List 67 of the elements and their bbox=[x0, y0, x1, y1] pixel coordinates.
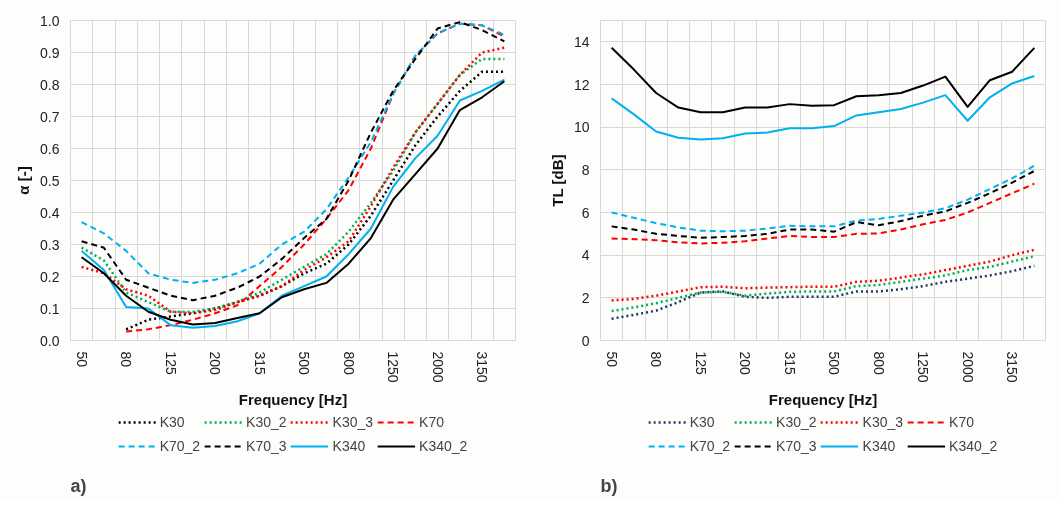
y-tick-label: 4 bbox=[581, 247, 590, 264]
y-tick-label: 0.3 bbox=[40, 236, 60, 253]
x-tick-label: 500 bbox=[296, 351, 313, 376]
x-tick-label: 200 bbox=[207, 351, 224, 376]
legend-label: K340 bbox=[332, 438, 366, 454]
x-tick-label: 2000 bbox=[959, 351, 976, 383]
x-tick-label: 125 bbox=[692, 351, 709, 376]
y-tick-label: 0.1 bbox=[40, 300, 60, 317]
legend-label: K30 bbox=[159, 414, 185, 430]
y-tick-label: 0.5 bbox=[40, 172, 60, 189]
line-series bbox=[610, 74, 1036, 141]
y-tick-label: 0.8 bbox=[40, 76, 60, 93]
y-tick-label: 0.7 bbox=[40, 108, 60, 125]
legend-label: K30_2 bbox=[246, 414, 287, 430]
y-tick-label: 0.2 bbox=[40, 268, 60, 285]
x-tick-label: 50 bbox=[603, 351, 620, 368]
y-axis-title: TL [dB] bbox=[548, 154, 566, 207]
y-tick-label: 0.9 bbox=[40, 44, 60, 61]
x-tick-label: 200 bbox=[737, 351, 754, 376]
x-axis-title: Frequency [Hz] bbox=[238, 390, 348, 408]
y-axis-title: α [-] bbox=[15, 166, 33, 195]
legend-label: K340_2 bbox=[419, 438, 468, 454]
y-tick-label: 2 bbox=[581, 289, 590, 306]
x-tick-label: 315 bbox=[251, 351, 268, 376]
legend-label: K70_3 bbox=[246, 438, 287, 454]
y-tick-label: 0.6 bbox=[40, 140, 60, 157]
x-axis-title: Frequency [Hz] bbox=[768, 390, 878, 408]
x-tick-label: 3150 bbox=[474, 351, 491, 383]
x-tick-label: 800 bbox=[870, 351, 887, 376]
legend-label: K70 bbox=[419, 414, 445, 430]
x-tick-label: 2000 bbox=[429, 351, 446, 383]
y-tick-label: 12 bbox=[573, 76, 590, 93]
legend-label: K30 bbox=[689, 414, 715, 430]
legend-label: K70_2 bbox=[689, 438, 731, 454]
legend-label: K30_3 bbox=[332, 414, 374, 430]
y-tick-label: 14 bbox=[573, 33, 590, 50]
x-tick-label: 50 bbox=[73, 351, 90, 368]
line-series bbox=[610, 182, 1036, 245]
x-tick-label: 80 bbox=[648, 351, 665, 368]
text: b) bbox=[600, 475, 618, 496]
legend-label: K70_3 bbox=[776, 438, 817, 454]
x-tick-label: 800 bbox=[340, 351, 357, 376]
legend-label: K30_2 bbox=[776, 414, 817, 430]
x-tick-label: 80 bbox=[118, 351, 135, 368]
x-tick-label: 1250 bbox=[385, 351, 402, 383]
x-tick-label: 125 bbox=[162, 351, 179, 376]
y-tick-label: 1.0 bbox=[40, 12, 60, 29]
legend-label: K70 bbox=[949, 414, 975, 430]
y-tick-label: 8 bbox=[581, 161, 590, 178]
text: a) bbox=[70, 475, 87, 496]
x-tick-label: 315 bbox=[781, 351, 798, 376]
legend-label: K340 bbox=[862, 438, 896, 454]
y-tick-label: 10 bbox=[573, 119, 590, 136]
x-tick-label: 3150 bbox=[1004, 351, 1021, 383]
y-tick-label: 6 bbox=[581, 204, 590, 221]
line-series bbox=[610, 254, 1036, 313]
y-tick-label: 0.4 bbox=[40, 204, 60, 221]
line-series bbox=[610, 46, 1036, 114]
y-tick-label: 0 bbox=[581, 332, 590, 349]
legend-label: K340_2 bbox=[949, 438, 998, 454]
y-tick-label: 0.0 bbox=[40, 332, 60, 349]
x-tick-label: 500 bbox=[826, 351, 843, 376]
x-tick-label: 1250 bbox=[915, 351, 932, 383]
line-series bbox=[610, 248, 1036, 302]
line-series bbox=[610, 264, 1036, 320]
legend-label: K70_2 bbox=[159, 438, 201, 454]
legend-label: K30_3 bbox=[862, 414, 904, 430]
